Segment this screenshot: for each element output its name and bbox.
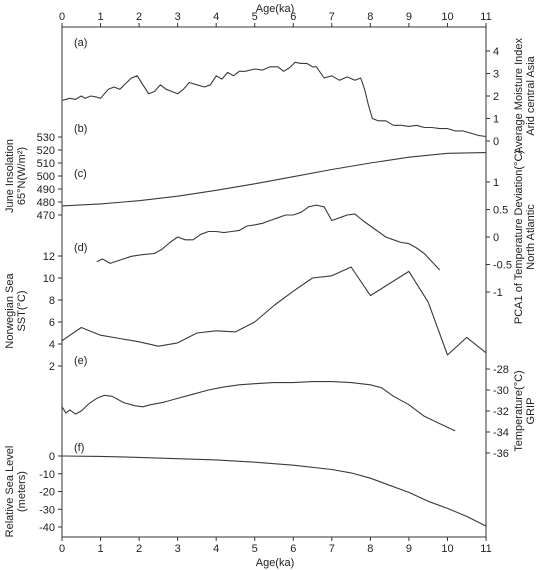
y-tick-label-b: 530 [37, 132, 55, 144]
panel-label-d: (d) [74, 242, 87, 254]
x-tick-label-bottom: 10 [441, 543, 453, 555]
y-axis-title-d: Norwegian Sea [4, 273, 16, 349]
x-tick-label-bottom: 0 [59, 543, 65, 555]
y-tick-label-c: 0 [493, 232, 499, 244]
y-tick-label-d: 2 [49, 361, 55, 373]
x-tick-label-top: 6 [290, 11, 296, 23]
x-tick-label-top: 3 [175, 11, 181, 23]
y-axis-title-f: Relative Sea Level [4, 446, 16, 538]
x-tick-label-top: 0 [59, 11, 65, 23]
series-line-d [61, 266, 487, 356]
y-tick-label-b: 510 [37, 158, 55, 170]
series-line-b [61, 152, 487, 207]
x-tick-label-bottom: 9 [406, 543, 412, 555]
x-tick-label-top: 5 [252, 11, 258, 23]
x-tick-label-bottom: 8 [367, 543, 373, 555]
y-tick-label-f: -30 [39, 504, 55, 516]
x-tick-label-top: 9 [406, 11, 412, 23]
y-tick-label-e: -28 [493, 364, 509, 376]
y-tick-label-f: 0 [49, 451, 55, 463]
y-tick-label-b: 470 [37, 210, 55, 222]
y-axis-title-c: PCA1 of Temperature Deviation(°C) [513, 150, 525, 324]
y-tick-label-e: -34 [493, 427, 509, 439]
y-tick-label-d: 6 [49, 317, 55, 329]
x-tick-label-top: 8 [367, 11, 373, 23]
x-tick-label-bottom: 4 [213, 543, 219, 555]
y-tick-label-d: 10 [43, 273, 55, 285]
x-axis-title-top: Age(ka) [256, 3, 295, 15]
x-tick-label-bottom: 6 [290, 543, 296, 555]
panel-label-c: (c) [74, 168, 87, 180]
x-tick-label-top: 2 [136, 11, 142, 23]
y-tick-label-a: 3 [493, 69, 499, 81]
y-tick-label-a: 2 [493, 91, 499, 103]
y-tick-label-b: 480 [37, 197, 55, 209]
x-tick-label-top: 4 [213, 11, 219, 23]
y-axis-title-f: (meters) [16, 471, 28, 512]
y-tick-label-d: 4 [49, 339, 55, 351]
x-tick-label-bottom: 2 [136, 543, 142, 555]
y-tick-label-a: 4 [493, 46, 499, 58]
y-tick-label-c: 1 [493, 177, 499, 189]
plot-frame [61, 26, 487, 538]
y-tick-label-d: 8 [49, 295, 55, 307]
series-line-e [61, 381, 456, 432]
y-axis-title-a: Arid central Asia [525, 55, 537, 135]
panel-label-e: (e) [74, 355, 87, 367]
y-axis-title-d: SST(°C) [16, 290, 28, 331]
y-tick-label-a: 0 [493, 136, 499, 148]
y-axis-title-e: GRIP [525, 398, 537, 425]
x-tick-label-bottom: 11 [480, 543, 491, 555]
x-tick-label-bottom: 3 [175, 543, 181, 555]
y-tick-label-f: -10 [39, 469, 55, 481]
y-tick-label-d: 12 [43, 251, 55, 263]
x-tick-label-top: 10 [441, 11, 453, 23]
x-tick-label-bottom: 7 [329, 543, 335, 555]
y-tick-label-e: -30 [493, 385, 509, 397]
x-tick-label-top: 11 [480, 11, 491, 23]
y-tick-label-c: -0.5 [493, 260, 512, 272]
series-line-c [96, 204, 441, 271]
y-axis-title-b: June Insolation [4, 139, 16, 213]
y-tick-label-e: -32 [493, 406, 509, 418]
panel-label-a: (a) [74, 37, 87, 49]
y-tick-label-c: 0.5 [493, 205, 508, 217]
x-tick-label-top: 1 [97, 11, 103, 23]
x-tick-label-top: 7 [329, 11, 335, 23]
y-tick-label-b: 520 [37, 145, 55, 157]
y-tick-label-e: -36 [493, 448, 509, 460]
y-axis-title-a: Average Moisture Index [513, 38, 525, 154]
y-tick-label-a: 1 [493, 114, 499, 126]
y-tick-label-f: -40 [39, 522, 55, 534]
panel-label-b: (b) [74, 123, 87, 135]
x-tick-label-bottom: 5 [252, 543, 258, 555]
y-tick-label-b: 500 [37, 171, 55, 183]
series-line-f [61, 455, 487, 527]
y-tick-label-f: -20 [39, 487, 55, 499]
x-tick-label-bottom: 1 [97, 543, 103, 555]
panel-label-f: (f) [74, 442, 84, 454]
y-axis-title-c: North Atlantic [525, 204, 537, 270]
y-tick-label-c: -1 [493, 287, 503, 299]
x-axis-title-bottom: Age(ka) [256, 557, 295, 569]
y-axis-title-e: Temperature(°C) [513, 370, 525, 451]
y-axis-title-b: 65°N(W/m²) [16, 147, 28, 205]
y-tick-label-b: 490 [37, 184, 55, 196]
series-line-a [61, 61, 487, 138]
